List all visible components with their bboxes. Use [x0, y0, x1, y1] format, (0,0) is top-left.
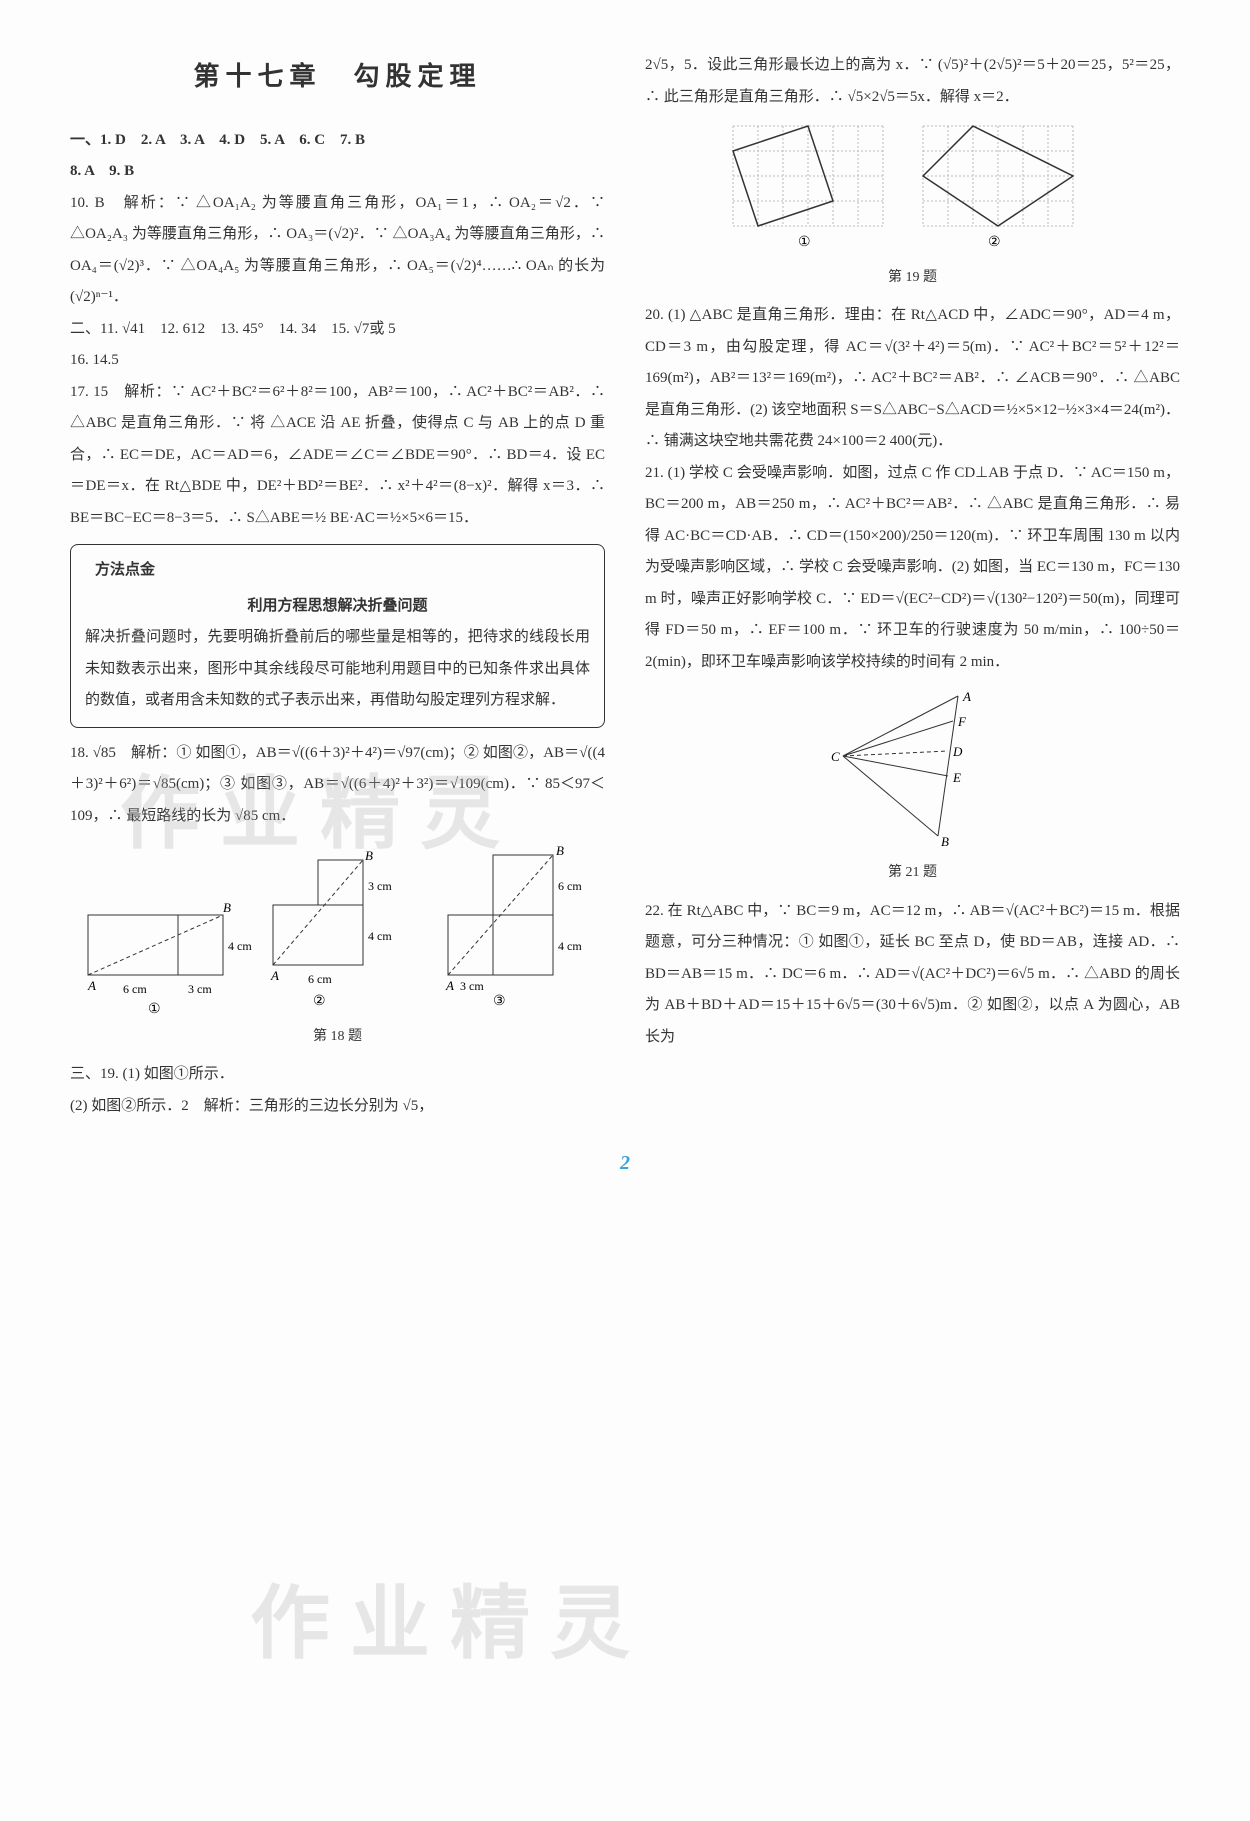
- solution-19b: (2) 如图②所示．2 解析：三角形的三边长分别为 √5，: [70, 1091, 605, 1123]
- svg-text:③: ③: [493, 994, 506, 1009]
- page-number: 2: [70, 1142, 1180, 1184]
- left-column: 第十七章 勾股定理 一、1. D 2. A 3. A 4. D 5. A 6. …: [70, 50, 605, 1122]
- svg-text:A: A: [962, 689, 971, 704]
- svg-text:F: F: [957, 714, 967, 729]
- method-body: 解决折叠问题时，先要明确折叠前后的哪些量是相等的，把待求的线段长用未知数表示出来…: [85, 622, 590, 717]
- svg-text:②: ②: [313, 994, 326, 1009]
- svg-text:6 cm: 6 cm: [308, 972, 332, 986]
- svg-text:6 cm: 6 cm: [123, 982, 147, 996]
- figure-19-label: 第 19 题: [645, 263, 1180, 292]
- svg-text:B: B: [365, 848, 373, 863]
- figure-19-svg: ① ②: [713, 121, 1113, 261]
- svg-text:B: B: [556, 843, 564, 858]
- answers-line-1: 一、1. D 2. A 3. A 4. D 5. A 6. C 7. B: [70, 125, 605, 157]
- solution-20: 20. (1) △ABC 是直角三角形．理由：在 Rt△ACD 中，∠ADC＝9…: [645, 300, 1180, 458]
- svg-text:C: C: [831, 749, 840, 764]
- right-column: 2√5，5．设此三角形最长边上的高为 x．∵ (√5)²＋(2√5)²＝5＋20…: [645, 50, 1180, 1122]
- svg-text:B: B: [941, 834, 949, 849]
- chapter-title: 第十七章 勾股定理: [70, 50, 605, 105]
- svg-text:A: A: [445, 978, 454, 993]
- figure-18: A B 6 cm 3 cm 4 cm ① A B 3 cm 4 cm 6 cm: [70, 840, 605, 1051]
- method-head: 方法点金: [95, 555, 155, 587]
- svg-text:4 cm: 4 cm: [368, 929, 392, 943]
- solution-22: 22. 在 Rt△ABC 中，∵ BC＝9 m，AC＝12 m，∴ AB＝√(A…: [645, 896, 1180, 1054]
- svg-text:A: A: [270, 968, 279, 983]
- svg-text:A: A: [87, 978, 96, 993]
- figure-21: C A F D E B 第 21 题: [645, 686, 1180, 887]
- solution-19a: 三、19. (1) 如图①所示．: [70, 1059, 605, 1091]
- method-title: 利用方程思想解决折叠问题: [85, 591, 590, 623]
- svg-text:①: ①: [798, 235, 811, 250]
- svg-text:4 cm: 4 cm: [558, 939, 582, 953]
- page-content: 第十七章 勾股定理 一、1. D 2. A 3. A 4. D 5. A 6. …: [70, 50, 1180, 1122]
- svg-text:3 cm: 3 cm: [368, 879, 392, 893]
- figure-19: ① ② 第 19 题: [645, 121, 1180, 292]
- watermark: 作业精灵: [250, 1540, 650, 1708]
- svg-text:6 cm: 6 cm: [558, 879, 582, 893]
- svg-text:E: E: [952, 770, 961, 785]
- svg-text:3 cm: 3 cm: [460, 979, 484, 993]
- answers-line-12: 16. 14.5: [70, 345, 605, 377]
- svg-text:B: B: [223, 900, 231, 915]
- solution-18: 18. √85 解析：① 如图①，AB＝√((6＋3)²＋4²)＝√97(cm)…: [70, 738, 605, 833]
- svg-text:①: ①: [148, 1002, 161, 1017]
- solution-10: 10. B 解析：∵ △OA₁A₂ 为等腰直角三角形，OA₁＝1，∴ OA₂＝√…: [70, 188, 605, 314]
- svg-text:4 cm: 4 cm: [228, 939, 252, 953]
- svg-text:3 cm: 3 cm: [188, 982, 212, 996]
- solution-21: 21. (1) 学校 C 会受噪声影响．如图，过点 C 作 CD⊥AB 于点 D…: [645, 458, 1180, 679]
- answers-line-11: 二、11. √41 12. 612 13. 45° 14. 34 15. √7或…: [70, 314, 605, 346]
- figure-18-label: 第 18 题: [70, 1022, 605, 1051]
- solution-17: 17. 15 解析：∵ AC²＋BC²＝6²＋8²＝100，AB²＝100，∴ …: [70, 377, 605, 535]
- figure-21-label: 第 21 题: [645, 858, 1180, 887]
- answers-line-2: 8. A 9. B: [70, 156, 605, 188]
- figure-18-svg: A B 6 cm 3 cm 4 cm ① A B 3 cm 4 cm 6 cm: [78, 840, 598, 1020]
- svg-text:D: D: [952, 744, 963, 759]
- svg-text:②: ②: [988, 235, 1001, 250]
- figure-21-svg: C A F D E B: [813, 686, 1013, 856]
- method-box: 方法点金 利用方程思想解决折叠问题 解决折叠问题时，先要明确折叠前后的哪些量是相…: [70, 544, 605, 728]
- solution-19c: 2√5，5．设此三角形最长边上的高为 x．∵ (√5)²＋(2√5)²＝5＋20…: [645, 50, 1180, 113]
